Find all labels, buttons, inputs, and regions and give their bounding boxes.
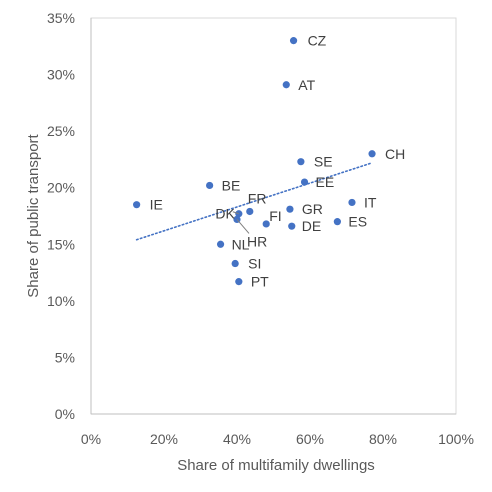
- x-tick-label: 40%: [223, 431, 251, 447]
- data-point-cz: [289, 37, 298, 45]
- data-point-de: [288, 222, 296, 230]
- data-point-se: [297, 158, 305, 166]
- point-label-be: BE: [222, 177, 241, 193]
- point-label-ch: CH: [385, 146, 405, 162]
- point-label-cz: CZ: [308, 33, 327, 49]
- data-point-it: [348, 198, 356, 207]
- x-tick-label: 60%: [296, 431, 324, 447]
- x-tick-label: 100%: [438, 431, 474, 447]
- leader-line-dk: [232, 211, 239, 215]
- x-tick-label: 80%: [369, 431, 397, 447]
- data-point-ee: [300, 178, 309, 186]
- point-label-pt: PT: [251, 274, 269, 290]
- point-label-fi: FI: [269, 208, 281, 224]
- axes: [90, 17, 457, 415]
- point-label-hr: HR: [247, 233, 267, 249]
- x-tick-label: 20%: [150, 431, 178, 447]
- leader-line-hr: [236, 219, 250, 234]
- trendline: [135, 162, 373, 241]
- data-point-ch: [368, 150, 376, 158]
- y-tick-labels: 0% 5% 10% 15% 20% 25% 30% 35%: [47, 10, 75, 422]
- point-label-gr: GR: [302, 201, 323, 217]
- trendline-group: [135, 162, 373, 241]
- point-label-it: IT: [364, 194, 377, 210]
- data-point-fr: [246, 207, 254, 216]
- data-point-pt: [235, 278, 243, 286]
- y-axis-title: Share of public transport: [25, 133, 42, 297]
- data-point-fi: [262, 220, 270, 228]
- y-tick-label: 30%: [47, 67, 75, 83]
- y-tick-label: 20%: [47, 180, 75, 196]
- point-label-at: AT: [298, 77, 315, 93]
- y-tick-label: 35%: [47, 10, 75, 26]
- point-label-fr: FR: [248, 190, 267, 206]
- data-point-es: [333, 218, 341, 226]
- y-tick-label: 15%: [47, 236, 75, 252]
- data-points: [133, 37, 376, 286]
- point-labels: CZ AT CH SE EE BE IT IE GR FR DK HR ES FI DE NL SI PT: [150, 33, 406, 290]
- data-point-be: [206, 181, 214, 190]
- point-label-dk: DK: [215, 206, 235, 222]
- y-tick-label: 25%: [47, 123, 75, 139]
- point-label-ie: IE: [150, 197, 163, 213]
- point-label-se: SE: [314, 154, 333, 170]
- point-label-si: SI: [248, 256, 261, 272]
- x-axis-title: Share of multifamily dwellings: [177, 457, 375, 474]
- data-point-gr: [286, 205, 294, 213]
- x-tick-labels: 0% 20% 40% 60% 80% 100%: [81, 431, 474, 447]
- data-point-at: [282, 81, 290, 89]
- x-tick-label: 0%: [81, 431, 101, 447]
- data-point-ie: [133, 201, 141, 209]
- y-tick-label: 5%: [55, 349, 75, 365]
- y-tick-label: 0%: [55, 406, 75, 422]
- point-label-nl: NL: [232, 236, 250, 252]
- data-point-nl: [216, 240, 225, 248]
- point-label-ee: EE: [316, 174, 335, 190]
- point-label-de: DE: [302, 218, 321, 234]
- y-tick-label: 10%: [47, 293, 75, 309]
- data-point-si: [231, 259, 239, 268]
- point-label-es: ES: [348, 214, 367, 230]
